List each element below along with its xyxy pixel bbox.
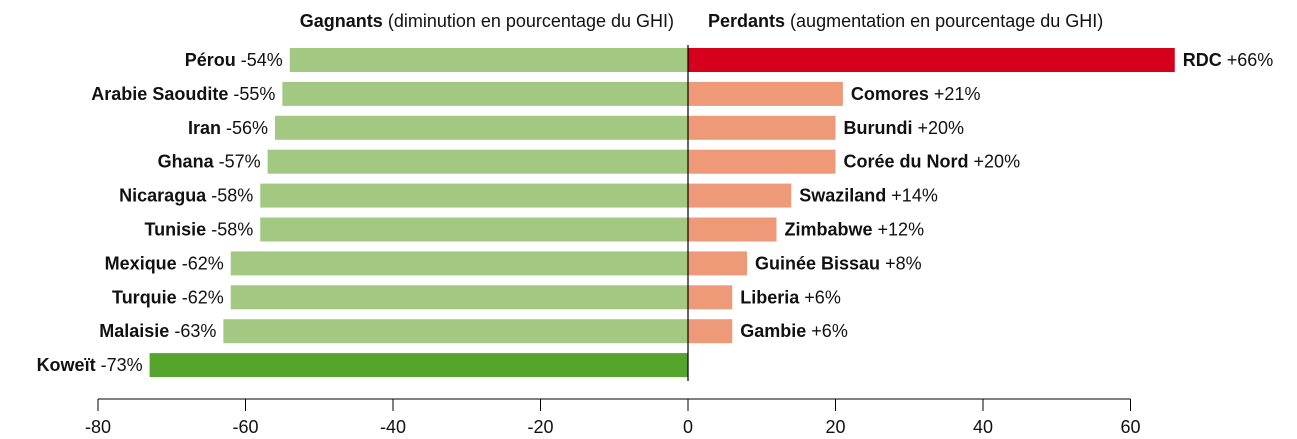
value-label: -63% — [174, 321, 216, 341]
x-tick-label: 60 — [1120, 417, 1140, 437]
bar-label: Tunisie -58% — [145, 219, 254, 239]
bar — [688, 319, 733, 344]
bar-label: Malaisie -63% — [99, 321, 216, 341]
category-label: Guinée Bissau — [755, 253, 880, 273]
x-tick-label: 40 — [973, 417, 993, 437]
bar — [688, 81, 843, 106]
value-label: -55% — [233, 84, 275, 104]
bar — [230, 285, 688, 310]
bar — [267, 149, 688, 174]
value-label: +14% — [891, 185, 938, 205]
value-label: -73% — [101, 355, 143, 375]
value-label: +12% — [878, 219, 925, 239]
bar — [260, 217, 688, 242]
bar-label: Nicaragua -58% — [119, 185, 253, 205]
x-tick-label: -60 — [232, 417, 258, 437]
bar-label: RDC +66% — [1183, 50, 1274, 70]
bar-label: Zimbabwe +12% — [785, 219, 925, 239]
value-label: +6% — [811, 321, 848, 341]
category-label: Gambie — [740, 321, 806, 341]
category-label: Turquie — [112, 287, 177, 307]
bar — [149, 353, 688, 378]
bar-label: Liberia +6% — [740, 287, 841, 307]
right-header: Perdants (augmentation en pourcentage du… — [708, 11, 1103, 31]
category-label: Ghana — [158, 151, 215, 171]
category-label: Iran — [188, 118, 221, 138]
bar — [688, 48, 1175, 72]
bar — [688, 183, 792, 208]
bar-label: Ghana -57% — [158, 151, 261, 171]
bar-label: Koweït -73% — [37, 355, 143, 375]
bar — [688, 149, 836, 174]
bar-label: Swaziland +14% — [799, 185, 938, 205]
bar — [688, 251, 747, 276]
value-label: +20% — [974, 151, 1021, 171]
x-tick-label: -20 — [527, 417, 553, 437]
value-label: +6% — [804, 287, 841, 307]
value-label: -62% — [182, 253, 224, 273]
bar-label: Guinée Bissau +8% — [755, 253, 922, 273]
category-label: Burundi — [844, 118, 913, 138]
bar-label: Iran -56% — [188, 118, 268, 138]
x-tick-label: 20 — [825, 417, 845, 437]
series-name: Gagnants — [300, 11, 383, 31]
x-tick-label: -80 — [85, 417, 111, 437]
value-label: -56% — [226, 118, 268, 138]
bar-label: Mexique -62% — [105, 253, 224, 273]
category-label: Malaisie — [99, 321, 169, 341]
bar-label: Gambie +6% — [740, 321, 848, 341]
x-tick-label: -40 — [380, 417, 406, 437]
x-tick-label: 0 — [683, 417, 693, 437]
category-label: Comores — [851, 84, 929, 104]
value-label: -54% — [241, 50, 283, 70]
category-label: Koweït — [37, 355, 96, 375]
value-label: +21% — [934, 84, 981, 104]
category-label: Zimbabwe — [785, 219, 873, 239]
category-label: Tunisie — [145, 219, 207, 239]
value-label: -58% — [211, 219, 253, 239]
category-label: Liberia — [740, 287, 800, 307]
bar-label: Comores +21% — [851, 84, 981, 104]
value-label: -58% — [211, 185, 253, 205]
series-subtitle: (diminution en pourcentage du GHI) — [388, 11, 674, 31]
value-label: -57% — [219, 151, 261, 171]
value-label: -62% — [182, 287, 224, 307]
series-name: Perdants — [708, 11, 785, 31]
category-label: Arabie Saoudite — [91, 84, 228, 104]
bar — [688, 285, 733, 310]
bar — [223, 319, 688, 344]
bar — [275, 115, 688, 140]
bar-label: Burundi +20% — [844, 118, 965, 138]
bar — [688, 115, 836, 140]
bar-label: Pérou -54% — [185, 50, 283, 70]
category-label: Corée du Nord — [844, 151, 969, 171]
value-label: +20% — [918, 118, 965, 138]
bar-label: Arabie Saoudite -55% — [91, 84, 275, 104]
bar — [230, 251, 688, 276]
bar-label: Turquie -62% — [112, 287, 224, 307]
category-label: RDC — [1183, 50, 1222, 70]
bar — [282, 81, 688, 106]
left-header: Gagnants (diminution en pourcentage du G… — [300, 11, 674, 31]
value-label: +8% — [885, 253, 922, 273]
series-subtitle: (augmentation en pourcentage du GHI) — [790, 11, 1103, 31]
category-label: Nicaragua — [119, 185, 207, 205]
value-label: +66% — [1227, 50, 1274, 70]
category-label: Mexique — [105, 253, 177, 273]
bar — [688, 217, 777, 242]
category-label: Swaziland — [799, 185, 886, 205]
bar — [289, 48, 688, 72]
bar-label: Corée du Nord +20% — [844, 151, 1021, 171]
category-label: Pérou — [185, 50, 236, 70]
bar — [260, 183, 688, 208]
